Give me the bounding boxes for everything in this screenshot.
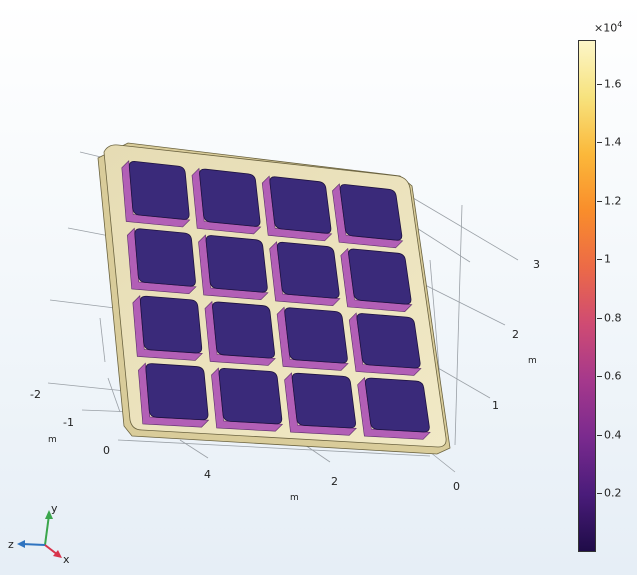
colorbar-tick-label: 1.4	[604, 135, 622, 149]
bottom-tick-1: 4	[204, 468, 211, 481]
block	[348, 312, 422, 376]
colorbar-tick	[597, 434, 602, 436]
block	[332, 183, 404, 249]
axis-tick-labels: 3 2 1 m 4 2 0 m -2 -1 0 m	[30, 258, 540, 503]
colorbar-tick	[597, 200, 602, 202]
bottom-tick-2: 2	[331, 475, 338, 488]
block	[198, 234, 269, 301]
colorbar-tick	[597, 259, 602, 261]
block	[132, 295, 203, 361]
right-tick-3: 1	[492, 399, 499, 412]
colorbar-tick-label: 0.8	[604, 311, 622, 325]
bottom-tick-3: 0	[453, 480, 460, 493]
block	[357, 377, 431, 440]
triad-z-label: z	[8, 538, 14, 551]
block	[211, 367, 284, 432]
colorbar-tick	[597, 83, 602, 85]
block	[284, 372, 357, 436]
colorbar-tick	[597, 376, 602, 378]
block-array	[121, 160, 431, 440]
bottom-axis-unit: m	[290, 493, 299, 503]
colorbar-tick-label: 1.6	[604, 77, 622, 91]
block	[204, 300, 276, 366]
colorbar-tick	[597, 317, 602, 319]
colorbar-tick-label: 0.2	[604, 486, 622, 500]
colorbar-tick-label: 0.6	[604, 369, 622, 383]
left-axis-unit: m	[48, 435, 57, 445]
block	[261, 175, 333, 242]
block	[127, 227, 197, 295]
right-tick-1: 3	[533, 258, 540, 271]
left-tick-1: -2	[30, 388, 41, 401]
colorbar-tick-label: 1.2	[604, 194, 622, 208]
triad-y-label: y	[51, 502, 58, 515]
right-tick-2: 2	[512, 328, 519, 341]
block	[340, 247, 413, 312]
colorbar-tick	[597, 493, 602, 495]
triad-x-label: x	[63, 553, 70, 566]
left-tick-2: -1	[63, 416, 74, 429]
block	[269, 241, 341, 306]
colorbar	[578, 40, 596, 552]
colorbar-exponent: ×104	[594, 20, 623, 35]
axis-triad-icon: y z x	[8, 502, 70, 566]
colorbar-tick-label: 1	[604, 252, 611, 266]
right-axis-unit: m	[528, 356, 537, 366]
block	[138, 362, 210, 428]
colorbar-tick	[597, 142, 602, 144]
colorbar-tick-label: 0.4	[604, 428, 622, 442]
block	[121, 160, 191, 228]
left-tick-3: 0	[103, 444, 110, 457]
block	[191, 167, 262, 235]
block	[276, 306, 349, 371]
